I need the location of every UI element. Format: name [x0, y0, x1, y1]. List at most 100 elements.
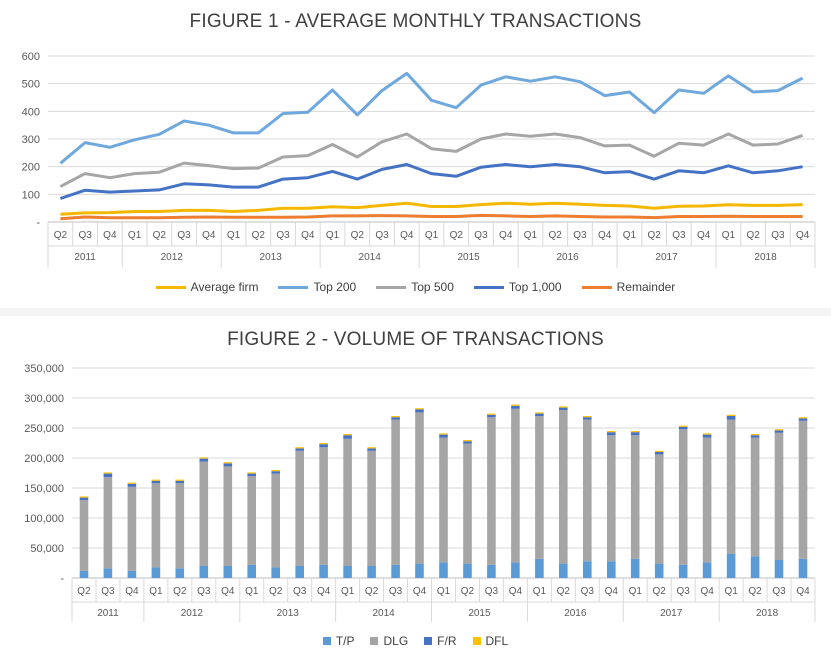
legend-item-average-firm: Average firm — [155, 280, 258, 294]
bar-dlg-11 — [343, 438, 352, 566]
bar-f-r-1 — [103, 473, 113, 478]
legend-label-remainder: Remainder — [616, 280, 676, 294]
bar-dlg-21 — [583, 419, 592, 562]
x-year-label-2016: 2016 — [556, 252, 579, 263]
bar-dfl-5 — [199, 457, 209, 459]
legend-swatch-dlg — [370, 637, 379, 645]
x-quarter-label-20: Q2 — [557, 586, 571, 597]
bar-t-p-28 — [750, 556, 760, 578]
legend-swatch-top-500 — [376, 285, 407, 289]
bar-t-p-25 — [678, 564, 688, 578]
bar-t-p-15 — [439, 562, 448, 578]
bar-dfl-21 — [583, 416, 592, 418]
x-quarter-label-21: Q3 — [573, 230, 587, 241]
bar-f-r-22 — [607, 432, 616, 436]
x-quarter-label-16: Q2 — [461, 586, 475, 597]
bar-f-r-26 — [702, 434, 712, 438]
bar-dlg-26 — [702, 437, 712, 563]
x-quarter-label-0: Q2 — [54, 230, 68, 241]
x-quarter-label-3: Q1 — [128, 230, 142, 241]
bar-t-p-24 — [654, 563, 664, 578]
x-quarter-label-23: Q1 — [623, 230, 637, 241]
x-quarter-label-30: Q4 — [796, 586, 810, 597]
x-quarter-label-12: Q2 — [365, 586, 379, 597]
x-quarter-label-23: Q1 — [629, 586, 643, 597]
x-quarter-label-10: Q4 — [301, 230, 315, 241]
bar-f-r-6 — [223, 463, 233, 467]
bar-f-r-27 — [726, 416, 736, 420]
x-year-label-2014: 2014 — [359, 252, 382, 263]
x-quarter-label-18: Q4 — [499, 230, 513, 241]
bar-dfl-1 — [103, 472, 113, 474]
bar-t-p-22 — [607, 561, 616, 578]
bar-dlg-5 — [199, 461, 209, 566]
x-quarter-label-11: Q1 — [326, 230, 340, 241]
bar-t-p-4 — [175, 568, 185, 578]
bar-t-p-2 — [127, 570, 137, 578]
bar-dlg-28 — [750, 437, 760, 557]
bar-f-r-3 — [151, 480, 161, 484]
bar-f-r-7 — [247, 473, 256, 476]
x-quarter-label-9: Q3 — [276, 230, 290, 241]
bar-f-r-28 — [750, 435, 760, 438]
x-quarter-label-28: Q2 — [748, 586, 762, 597]
x-quarter-label-22: Q4 — [605, 586, 619, 597]
bar-t-p-26 — [702, 562, 712, 578]
legend-item-top-200: Top 200 — [278, 280, 356, 294]
bar-f-r-15 — [439, 434, 448, 438]
x-year-label-2018: 2018 — [756, 608, 779, 619]
bar-f-r-19 — [535, 413, 544, 416]
bar-dlg-2 — [127, 486, 137, 571]
x-quarter-label-17: Q3 — [485, 586, 499, 597]
x-quarter-label-6: Q4 — [221, 586, 235, 597]
x-quarter-label-3: Q1 — [149, 586, 163, 597]
bar-f-r-12 — [367, 448, 376, 451]
x-year-label-2015: 2015 — [468, 608, 491, 619]
bar-dlg-3 — [151, 483, 161, 568]
bar-dfl-25 — [678, 425, 688, 427]
bar-dfl-4 — [175, 479, 185, 481]
bar-t-p-10 — [319, 564, 328, 578]
figure-2-panel: FIGURE 2 - VOLUME OF TRANSACTIONS - 50,00… — [0, 316, 831, 660]
x-year-label-2014: 2014 — [372, 608, 395, 619]
y-tick-label-0: - — [60, 573, 64, 585]
bar-dlg-22 — [607, 435, 616, 562]
series-line-top-500 — [59, 132, 804, 188]
x-quarter-label-4: Q2 — [173, 586, 187, 597]
bar-t-p-29 — [774, 560, 784, 578]
x-quarter-label-25: Q3 — [677, 586, 691, 597]
bar-dlg-10 — [319, 447, 328, 565]
y-tick-label-1: 100 — [22, 189, 40, 201]
bar-dlg-16 — [463, 443, 472, 564]
bar-dfl-28 — [750, 434, 760, 436]
bar-t-p-16 — [463, 563, 472, 578]
bar-dlg-18 — [511, 408, 520, 563]
x-quarter-label-14: Q4 — [413, 586, 427, 597]
bar-t-p-7 — [247, 564, 256, 578]
figure-1-title: FIGURE 1 - AVERAGE MONTHLY TRANSACTIONS — [189, 11, 642, 32]
x-quarter-label-22: Q4 — [598, 230, 612, 241]
legend-label-top-1000: Top 1,000 — [508, 280, 562, 294]
legend-swatch-average-firm — [155, 285, 186, 289]
y-tick-label-2: 200 — [22, 162, 40, 174]
bar-f-r-14 — [415, 409, 424, 413]
bar-dlg-14 — [415, 412, 424, 564]
bar-f-r-13 — [391, 417, 400, 420]
y-tick-label-2: 100,000 — [24, 513, 64, 525]
bar-t-p-19 — [535, 558, 544, 578]
bar-t-p-23 — [630, 558, 640, 578]
bar-dfl-0 — [79, 496, 89, 498]
bar-t-p-3 — [151, 567, 161, 578]
x-year-label-2015: 2015 — [457, 252, 480, 263]
y-tick-label-6: 300,000 — [24, 393, 64, 405]
figure-2-chart: - 50,000 100,000 150,000 200,000 250,000 300,0… — [24, 363, 816, 622]
bar-t-p-9 — [295, 566, 304, 578]
bar-dfl-22 — [607, 431, 616, 433]
x-quarter-label-12: Q2 — [351, 230, 365, 241]
x-quarter-label-13: Q3 — [375, 230, 389, 241]
x-quarter-label-1: Q3 — [101, 586, 115, 597]
x-quarter-label-6: Q4 — [202, 230, 216, 241]
bar-f-r-2 — [127, 483, 137, 487]
bar-f-r-25 — [678, 426, 688, 430]
x-quarter-label-18: Q4 — [509, 586, 523, 597]
